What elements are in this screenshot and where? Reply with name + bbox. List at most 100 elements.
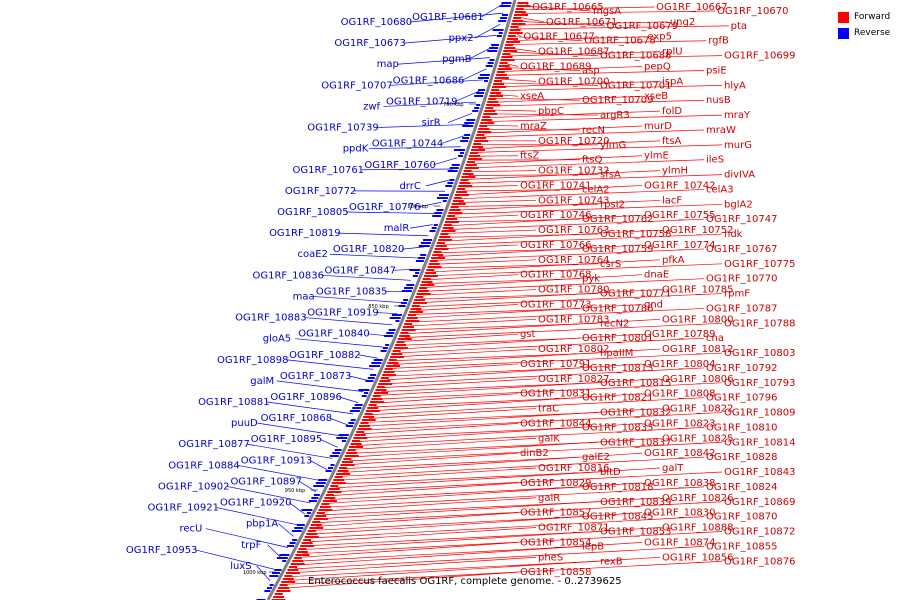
forward-connector <box>361 423 519 435</box>
reverse-gene-feature <box>341 440 346 442</box>
reverse-connector <box>276 380 364 392</box>
forward-label: Forward <box>854 12 891 22</box>
reverse-gene-feature <box>478 89 486 91</box>
reverse-gene-feature <box>491 44 500 46</box>
forward-gene-label: OG1RF_10810 <box>706 422 778 433</box>
reverse-gene-feature <box>315 482 326 484</box>
forward-connector <box>484 128 581 131</box>
forward-connector <box>335 467 661 489</box>
forward-connector <box>337 471 599 485</box>
forward-gene-label: ispA <box>662 76 683 87</box>
forward-gene-label: OG1RF_10830 <box>644 508 716 519</box>
reverse-gene-label: OG1RF_10820 <box>333 244 405 255</box>
reverse-gene-feature <box>436 197 448 199</box>
reverse-gene-label: OG1RF_10868 <box>261 413 333 424</box>
scale-tick-label: 750 kbp <box>443 102 463 108</box>
forward-gene-feature <box>451 203 466 205</box>
forward-gene-feature <box>439 236 451 238</box>
reverse-gene-label: OG1RF_10877 <box>178 439 250 450</box>
reverse-gene-feature <box>409 269 421 271</box>
reverse-connector <box>295 338 383 348</box>
forward-gene-label: ndk <box>724 229 743 240</box>
reverse-gene-label: OG1RF_10953 <box>126 545 197 556</box>
reverse-connector <box>425 179 450 187</box>
forward-connector <box>509 51 599 56</box>
reverse-gene-feature <box>459 152 464 154</box>
forward-gene-feature <box>325 494 334 496</box>
reverse-gene-feature <box>433 224 438 226</box>
forward-gene-feature <box>330 485 339 487</box>
forward-gene-label: OG1RF_10806 <box>662 374 734 385</box>
forward-connector <box>284 571 519 589</box>
forward-gene-label: rplU <box>662 47 683 58</box>
forward-gene-feature <box>388 359 397 361</box>
reverse-gene-feature <box>462 125 474 127</box>
forward-gene-feature <box>279 584 288 586</box>
reverse-gene-feature <box>308 500 317 502</box>
reverse-gene-label: OG1RF_10673 <box>334 38 406 49</box>
reverse-gene-label: OG1RF_10873 <box>280 371 352 382</box>
forward-gene-feature <box>497 68 512 70</box>
reverse-connector <box>409 12 504 23</box>
forward-connector <box>333 471 723 493</box>
reverse-gene-feature <box>420 254 427 256</box>
forward-gene-label: OG1RF_10838 <box>644 478 716 489</box>
forward-gene-feature <box>380 377 389 379</box>
forward-gene-feature <box>316 512 325 514</box>
forward-gene-feature <box>493 83 505 85</box>
forward-connector <box>487 114 723 122</box>
reverse-connector <box>474 23 501 39</box>
forward-gene-feature <box>481 119 493 121</box>
reverse-connector <box>247 443 333 459</box>
forward-gene-label: OG1RF_10814 <box>724 437 796 448</box>
reverse-connector <box>329 253 420 259</box>
forward-gene-feature <box>442 227 454 229</box>
reverse-gene-label: OG1RF_10761 <box>293 165 365 176</box>
forward-gene-feature <box>434 248 449 250</box>
forward-gene-feature <box>475 137 487 139</box>
forward-connector <box>328 482 643 504</box>
reverse-gene-feature <box>329 455 339 457</box>
forward-connector <box>454 203 723 215</box>
forward-gene-feature <box>505 44 514 46</box>
reverse-gene-feature <box>498 32 503 34</box>
forward-gene-feature <box>450 206 459 208</box>
forward-gene-label: OG1RF_10809 <box>724 408 796 419</box>
forward-gene-feature <box>428 263 440 265</box>
forward-gene-feature <box>440 233 449 235</box>
reverse-gene-feature <box>420 242 431 244</box>
forward-gene-label: ylmH <box>662 166 688 177</box>
reverse-connector <box>401 246 425 250</box>
scale-tick-label: 800 kbp <box>408 204 428 210</box>
forward-gene-feature <box>466 161 475 163</box>
forward-gene-feature <box>304 536 319 538</box>
forward-gene-feature <box>276 590 291 592</box>
reverse-gene-feature <box>279 554 290 556</box>
forward-gene-feature <box>449 209 461 211</box>
reverse-gene-feature <box>386 332 395 334</box>
forward-gene-feature <box>423 275 438 277</box>
forward-connector <box>310 516 705 539</box>
reverse-gene-feature <box>501 14 508 16</box>
reverse-gene-feature <box>454 149 466 151</box>
reverse-gene-feature <box>365 380 374 382</box>
forward-gene-feature <box>513 14 528 16</box>
forward-connector <box>406 318 661 334</box>
reverse-connector <box>369 146 461 150</box>
forward-gene-label: pepQ <box>644 61 671 72</box>
reverse-gene-feature <box>348 422 355 424</box>
reverse-gene-feature <box>500 17 508 19</box>
forward-gene-label: OG1RF_10679 <box>607 21 679 32</box>
reverse-gene-label: OG1RF_10835 <box>316 286 388 297</box>
forward-gene-feature <box>343 458 352 460</box>
reverse-gene-label: ppdK <box>343 144 369 155</box>
forward-gene-feature <box>406 317 418 319</box>
reverse-gene-feature <box>476 92 485 94</box>
forward-connector <box>501 78 537 82</box>
forward-gene-label: OG1RF_10833 <box>582 422 654 433</box>
forward-connector <box>304 527 661 550</box>
forward-connector <box>384 367 705 385</box>
forward-connector <box>476 144 723 153</box>
forward-connector <box>358 423 643 442</box>
forward-gene-feature <box>471 149 486 151</box>
